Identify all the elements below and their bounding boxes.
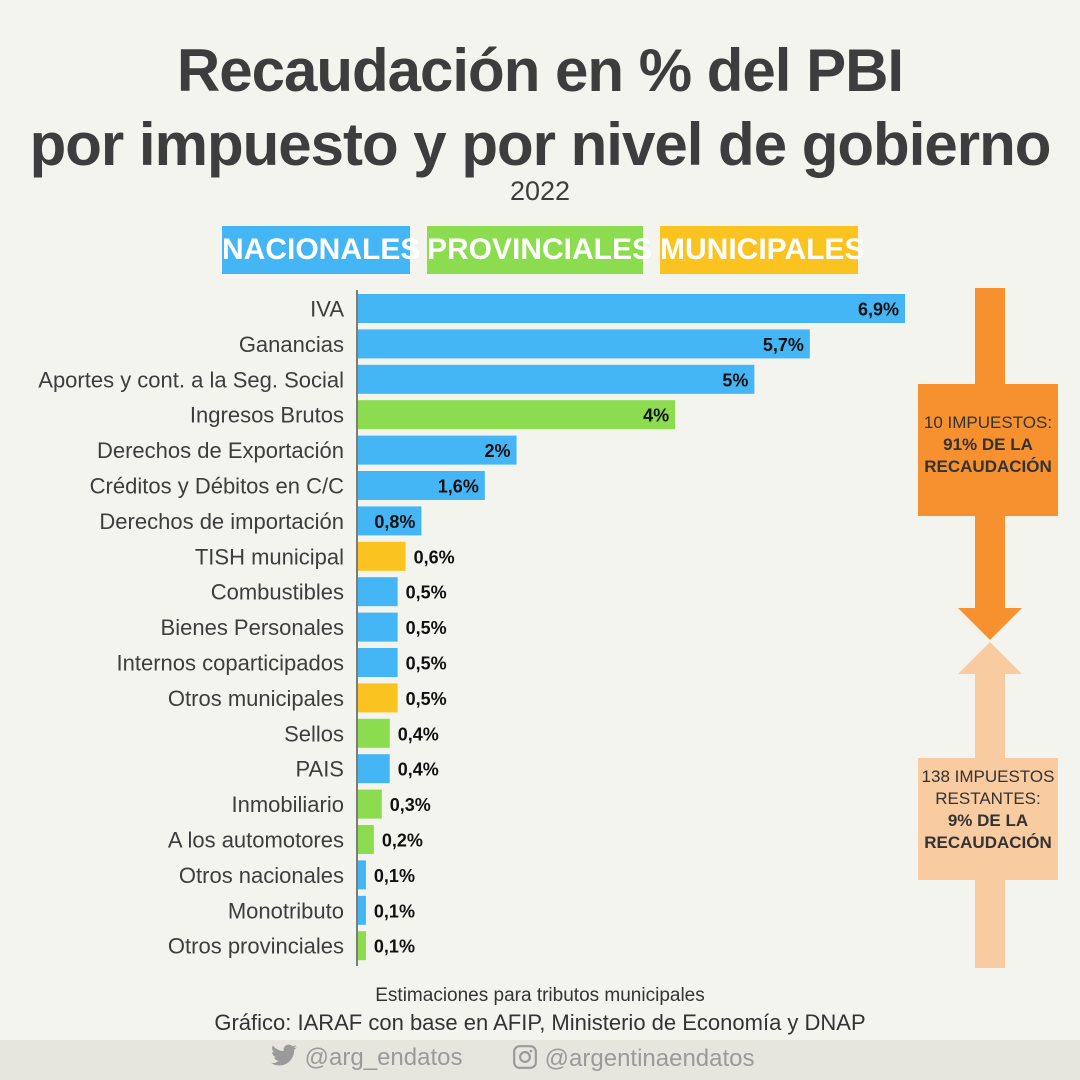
source-note: Gráfico: IARAF con base en AFIP, Ministe… bbox=[214, 1010, 866, 1035]
twitter-handle[interactable]: @arg_endatos bbox=[270, 1044, 462, 1072]
category-label-pais: PAIS bbox=[295, 757, 344, 782]
bar-bienes-personales bbox=[358, 612, 398, 642]
category-label-aportes-y-cont-a-la-seg-social: Aportes y cont. a la Seg. Social bbox=[38, 367, 344, 392]
value-label-inmobiliario: 0,3% bbox=[390, 795, 431, 815]
twitter-bird-icon bbox=[271, 1044, 297, 1066]
bottom-summary-line2: RESTANTES: bbox=[935, 789, 1041, 808]
category-label-bienes-personales: Bienes Personales bbox=[161, 615, 344, 640]
bar-creditos-y-debitos-en-c-c bbox=[358, 471, 485, 500]
bar-derechos-de-importacion bbox=[358, 506, 422, 536]
legend-provinciales: PROVINCIALES bbox=[427, 226, 652, 274]
bar-iva bbox=[358, 294, 905, 323]
top-summary-line1: 10 IMPUESTOS: bbox=[923, 413, 1053, 432]
value-label-otros-provinciales: 0,1% bbox=[374, 937, 415, 957]
value-label-a-los-automotores: 0,2% bbox=[382, 831, 423, 851]
bar-otros-municipales bbox=[358, 683, 398, 713]
category-label-monotributo: Monotributo bbox=[228, 898, 344, 923]
top-summary-line2: 91% DE LA bbox=[943, 435, 1033, 454]
bar-pais bbox=[358, 754, 390, 784]
value-label-ingresos-brutos: 4% bbox=[643, 406, 669, 426]
category-label-ingresos-brutos: Ingresos Brutos bbox=[190, 403, 344, 428]
value-label-bienes-personales: 0,5% bbox=[406, 618, 447, 638]
value-label-sellos: 0,4% bbox=[398, 724, 439, 744]
value-label-monotributo: 0,1% bbox=[374, 901, 415, 921]
category-label-inmobiliario: Inmobiliario bbox=[232, 792, 345, 817]
top-summary-text: 10 IMPUESTOS: 91% DE LA RECAUDACIÓN bbox=[918, 412, 1058, 478]
value-label-otros-nacionales: 0,1% bbox=[374, 866, 415, 886]
bar-otros-provinciales bbox=[358, 931, 366, 961]
bar-ganancias bbox=[358, 329, 810, 359]
chart-title-line2: por impuesto y por nivel de gobierno bbox=[29, 111, 1052, 178]
bar-sellos bbox=[358, 718, 390, 748]
bar-combustibles bbox=[358, 577, 398, 607]
bar-aportes-y-cont-a-la-seg-social bbox=[358, 364, 755, 394]
value-label-otros-municipales: 0,5% bbox=[406, 689, 447, 709]
category-label-ganancias: Ganancias bbox=[239, 332, 344, 357]
bar-tish-municipal bbox=[358, 541, 406, 571]
value-label-tish-municipal: 0,6% bbox=[414, 547, 455, 567]
value-label-ganancias: 5,7% bbox=[763, 335, 804, 355]
top-summary-box bbox=[918, 384, 1058, 516]
bar-ingresos-brutos bbox=[358, 400, 676, 430]
bottom-summary-arrow bbox=[918, 642, 1058, 968]
legend-nacionales: NACIONALES bbox=[222, 226, 420, 274]
bottom-summary-line1: 138 IMPUESTOS bbox=[921, 767, 1055, 786]
bar-internos-coparticipados bbox=[358, 648, 398, 677]
bottom-summary-box bbox=[918, 758, 1058, 880]
category-label-a-los-automotores: A los automotores bbox=[168, 828, 344, 853]
top-summary-line3: RECAUDACIÓN bbox=[924, 457, 1052, 476]
bottom-summary-text: 138 IMPUESTOS RESTANTES: 9% DE LA RECAUD… bbox=[918, 766, 1058, 854]
category-label-otros-municipales: Otros municipales bbox=[168, 686, 344, 711]
footnote: Estimaciones para tributos municipales bbox=[375, 985, 705, 1006]
value-label-creditos-y-debitos-en-c-c: 1,6% bbox=[438, 477, 479, 497]
value-label-combustibles: 0,5% bbox=[406, 583, 447, 603]
value-label-aportes-y-cont-a-la-seg-social: 5% bbox=[722, 370, 748, 390]
category-label-sellos: Sellos bbox=[284, 721, 344, 746]
category-label-internos-coparticipados: Internos coparticipados bbox=[117, 651, 344, 676]
chart-subtitle: 2022 bbox=[509, 176, 571, 206]
bottom-summary-line4: RECAUDACIÓN bbox=[924, 833, 1052, 852]
category-label-derechos-de-importacion: Derechos de importación bbox=[99, 509, 344, 534]
footer-bar bbox=[0, 1040, 1080, 1080]
instagram-handle[interactable]: @argentinaendatos bbox=[512, 1044, 755, 1073]
twitter-handle-text: @arg_endatos bbox=[304, 1044, 463, 1071]
instagram-camera-icon bbox=[513, 1045, 537, 1069]
value-label-derechos-de-importacion: 0,8% bbox=[374, 512, 415, 532]
category-label-otros-provinciales: Otros provinciales bbox=[168, 934, 344, 959]
value-label-pais: 0,4% bbox=[398, 760, 439, 780]
bar-derechos-de-exportacion bbox=[358, 435, 517, 465]
arrow-up-icon bbox=[958, 642, 1022, 674]
bottom-summary-line3: 9% DE LA bbox=[947, 811, 1029, 830]
legend-municipales: MUNICIPALES bbox=[660, 226, 864, 274]
value-label-iva: 6,9% bbox=[858, 300, 899, 320]
category-label-creditos-y-debitos-en-c-c: Créditos y Débitos en C/C bbox=[90, 474, 344, 499]
bar-otros-nacionales bbox=[358, 860, 366, 890]
category-label-otros-nacionales: Otros nacionales bbox=[179, 863, 344, 888]
arrow-down-icon bbox=[958, 608, 1022, 640]
top-summary-arrow bbox=[918, 288, 1058, 640]
category-label-iva: IVA bbox=[310, 297, 344, 322]
bars-group: IVA 6,9% Ganancias 5,7% Aportes y cont. a la… bbox=[38, 294, 905, 961]
value-label-internos-coparticipados: 0,5% bbox=[406, 654, 447, 674]
instagram-handle-text: @argentinaendatos bbox=[544, 1045, 755, 1072]
bar-a-los-automotores bbox=[358, 825, 374, 854]
category-label-combustibles: Combustibles bbox=[211, 580, 344, 605]
category-label-tish-municipal: TISH municipal bbox=[195, 544, 344, 569]
chart-title-line1: Recaudación en % del PBI bbox=[176, 37, 904, 104]
value-label-derechos-de-exportacion: 2% bbox=[485, 441, 511, 461]
bar-inmobiliario bbox=[358, 789, 382, 819]
bar-monotributo bbox=[358, 895, 366, 925]
category-label-derechos-de-exportacion: Derechos de Exportación bbox=[97, 438, 344, 463]
